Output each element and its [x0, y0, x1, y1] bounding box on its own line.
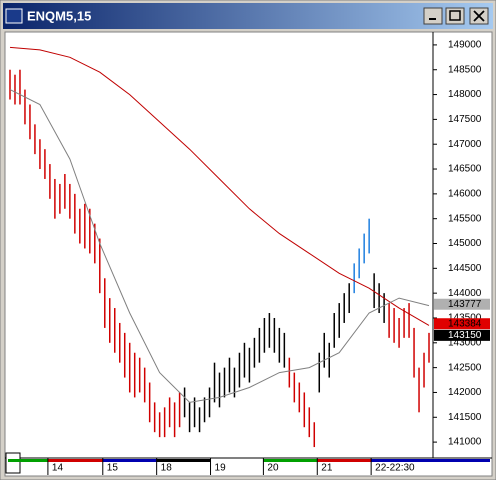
- x-tick-label: 15: [107, 463, 119, 474]
- y-tick-label: 144000: [448, 288, 482, 299]
- session-band: [47, 459, 103, 462]
- x-tick-label: 22-22:30: [375, 463, 415, 474]
- x-tick-label: 18: [161, 463, 173, 474]
- x-tick-label: 19: [215, 463, 227, 474]
- y-tick-label: 147000: [448, 139, 482, 150]
- session-band: [102, 459, 157, 462]
- y-tick-label: 143500: [448, 313, 482, 324]
- session-band: [371, 459, 490, 462]
- window-title: ENQM5,15: [27, 8, 91, 23]
- moving-average: [9, 46, 430, 326]
- x-tick-label: 21: [321, 463, 333, 474]
- y-tick-label: 141000: [448, 437, 482, 448]
- y-tick-label: 141500: [448, 412, 482, 423]
- price-tag: [434, 329, 490, 341]
- session-band: [8, 459, 48, 462]
- moving-average: [9, 89, 430, 403]
- close-icon: [473, 10, 485, 22]
- price-tag-label: 143384: [448, 318, 482, 329]
- y-tick-label: 143000: [448, 337, 482, 348]
- chart-panel: [4, 31, 493, 477]
- y-tick-label: 149000: [448, 40, 482, 51]
- y-tick-label: 148500: [448, 64, 482, 75]
- y-tick-label: 148000: [448, 89, 482, 100]
- y-tick-label: 142500: [448, 362, 482, 373]
- window-buttons[interactable]: [423, 7, 489, 25]
- session-band: [263, 459, 318, 462]
- session-band: [156, 459, 211, 462]
- session-band: [210, 459, 264, 462]
- y-tick-label: 146500: [448, 164, 482, 175]
- y-tick-label: 142000: [448, 387, 482, 398]
- y-tick-label: 147500: [448, 114, 482, 125]
- y-tick-label: 144500: [448, 263, 482, 274]
- minimize-button[interactable]: [423, 7, 443, 25]
- y-tick-label: 146000: [448, 188, 482, 199]
- app-icon: [5, 8, 23, 24]
- scroll-box[interactable]: [5, 452, 21, 474]
- maximize-icon: [449, 10, 461, 21]
- price-tag: [434, 318, 490, 330]
- price-tag: [434, 298, 490, 310]
- y-tick-label: 145000: [448, 238, 482, 249]
- x-tick-label: 20: [267, 463, 279, 474]
- price-tag-label: 143777: [448, 299, 482, 310]
- title-bar: [3, 3, 493, 29]
- x-tick-label: 14: [52, 463, 64, 474]
- price-tag-label: 143150: [448, 330, 482, 341]
- y-tick-label: 145500: [448, 213, 482, 224]
- session-band: [317, 459, 372, 462]
